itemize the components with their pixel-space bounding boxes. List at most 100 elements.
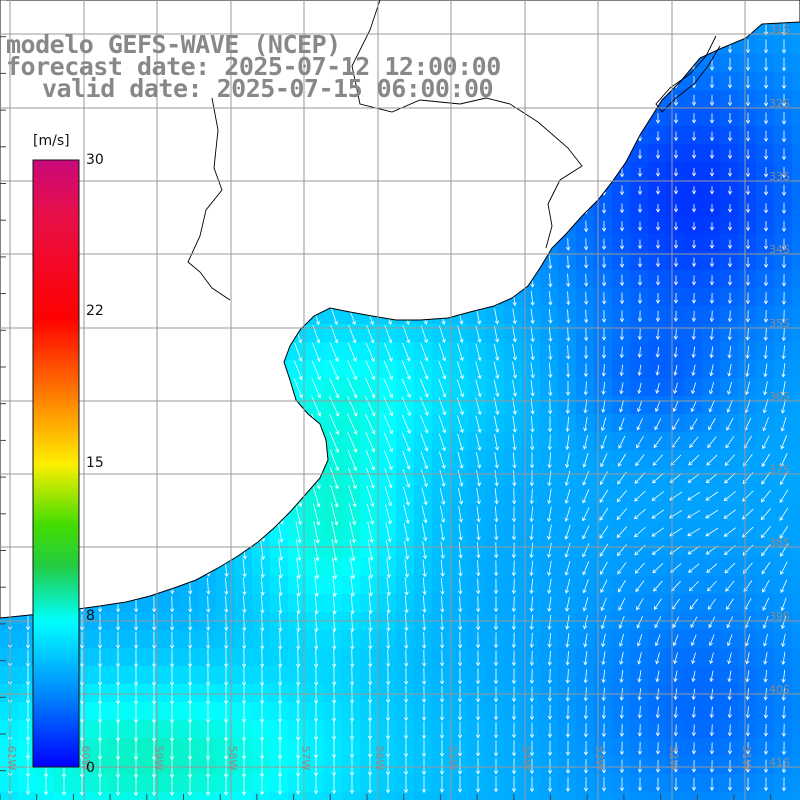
wind-speed-cell [540,342,559,361]
wind-speed-cell [594,558,613,577]
wind-speed-cell [180,792,199,800]
wind-speed-cell [522,666,541,685]
wind-speed-cell [360,504,379,523]
wind-speed-cell [630,504,649,523]
wind-speed-cell [504,774,523,793]
wind-speed-cell [630,180,649,199]
wind-speed-cell [738,558,757,577]
wind-arrow [329,395,340,417]
wind-arrow [745,292,751,305]
wind-speed-cell [378,540,397,559]
wind-speed-cell [450,324,469,343]
wind-speed-cell [756,54,775,73]
wind-speed-cell [558,792,577,800]
wind-speed-cell [576,504,595,523]
wind-speed-cell [648,396,667,415]
wind-speed-cell [720,396,739,415]
wind-arrow [655,186,661,195]
latitude-label: 35S [769,317,790,330]
wind-speed-cell [162,774,181,793]
wind-arrow [781,21,787,36]
wind-speed-cell [792,234,800,253]
wind-speed-cell [468,468,487,487]
wind-speed-cell [612,180,631,199]
wind-speed-cell [216,774,235,793]
wind-speed-cell [630,432,649,451]
wind-arrow [745,39,751,54]
wind-speed-cell [720,252,739,271]
wind-speed-cell [522,306,541,325]
wind-speed-cell [360,450,379,469]
wind-speed-cell [306,324,325,343]
wind-speed-cell [738,576,757,595]
wind-arrow [493,361,500,380]
wind-speed-cell [594,288,613,307]
wind-speed-cell [198,594,217,613]
wind-speed-cell [612,432,631,451]
wind-speed-cell [558,684,577,703]
wind-arrow [512,308,517,325]
wind-speed-cell [108,666,127,685]
wind-speed-cell [630,342,649,361]
wind-speed-cell [396,324,415,343]
wind-speed-cell [792,522,800,541]
wind-speed-cell [774,414,793,433]
wind-speed-cell [540,738,559,757]
wind-arrow [583,363,589,378]
wind-arrow [763,167,769,178]
wind-speed-cell [756,108,775,127]
wind-arrow [475,415,482,434]
wind-speed-cell [774,72,793,91]
wind-arrow [637,221,643,232]
wind-arrow [512,415,517,433]
wind-speed-cell [792,414,800,433]
wind-speed-cell [54,792,73,800]
wind-speed-cell [720,666,739,685]
wind-speed-cell [360,630,379,649]
wind-speed-cell [774,252,793,271]
wind-speed-cell [666,486,685,505]
longitude-label: 56W [373,746,386,771]
wind-speed-cell [90,684,109,703]
wind-arrow [565,363,571,378]
wind-speed-cell [684,720,703,739]
wind-speed-cell [612,666,631,685]
wind-arrow [601,256,607,269]
wind-speed-cell [738,540,757,559]
wind-speed-cell [378,738,397,757]
wind-speed-cell [684,108,703,127]
wind-speed-cell [486,360,505,379]
wind-speed-cell [252,576,271,595]
wind-speed-cell [684,324,703,343]
wind-speed-cell [594,576,613,595]
wind-speed-cell [648,234,667,253]
wind-speed-cell [756,774,775,793]
wind-arrow [293,360,303,381]
wind-speed-cell [594,648,613,667]
wind-arrow [548,291,553,306]
wind-speed-cell [792,792,800,800]
wind-speed-cell [738,234,757,253]
wind-speed-cell [558,288,577,307]
wind-arrow [494,308,500,325]
wind-speed-cell [648,162,667,181]
wind-speed-cell [558,360,577,379]
wind-speed-cell [738,198,757,217]
wind-speed-cell [540,414,559,433]
wind-speed-cell [648,594,667,613]
wind-arrow [691,94,697,106]
wind-speed-cell [558,306,577,325]
wind-speed-cell [594,324,613,343]
wind-speed-cell [666,270,685,289]
wind-speed-cell [54,774,73,793]
wind-speed-cell [792,684,800,703]
wind-speed-cell [234,702,253,721]
wind-speed-cell [288,540,307,559]
wind-speed-cell [648,792,667,800]
wind-arrow [583,256,589,269]
wind-speed-cell [432,378,451,397]
wind-speed-cell [792,198,800,217]
wind-speed-cell [360,774,379,793]
wind-arrow [583,345,589,360]
wind-speed-cell [594,486,613,505]
